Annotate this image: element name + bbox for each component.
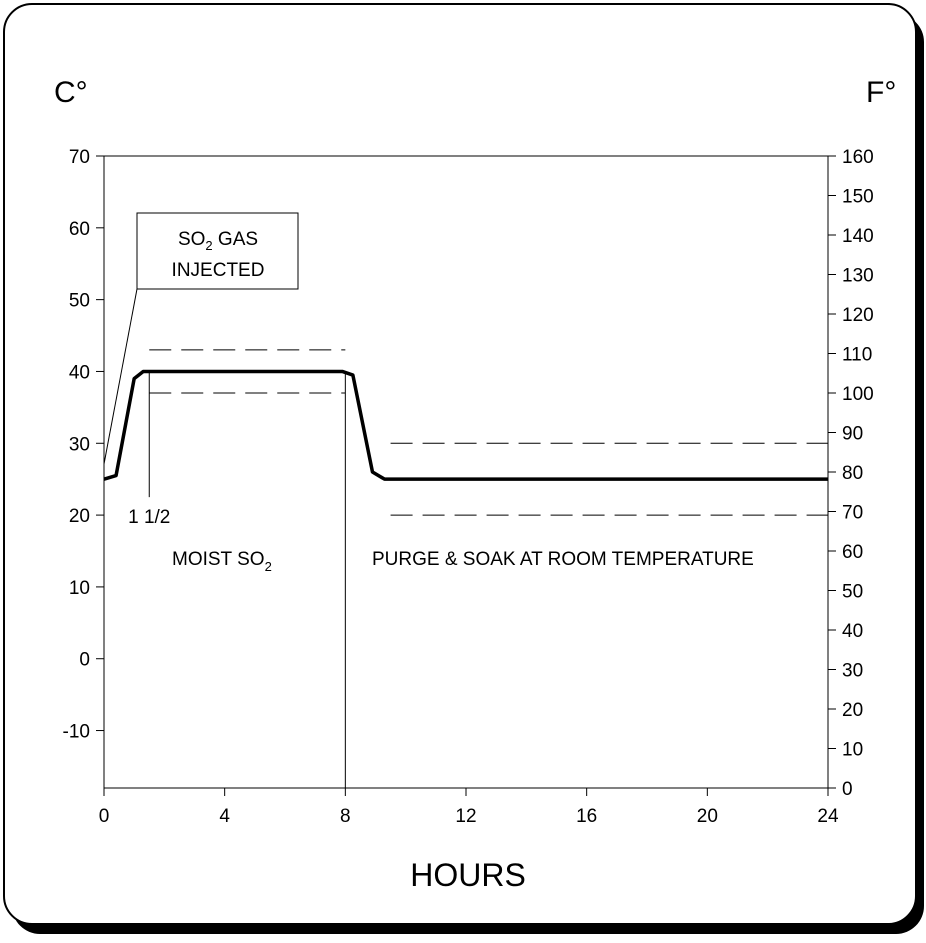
left-tick-label: 40 xyxy=(69,362,90,383)
left-tick-label: 30 xyxy=(69,434,90,455)
right-tick-label: 40 xyxy=(842,621,863,642)
gas-callout-leader xyxy=(103,288,138,465)
left-tick-label: 10 xyxy=(69,578,90,599)
x-tick-label: 12 xyxy=(455,806,476,827)
gas-so: SO xyxy=(178,229,205,250)
x-tick-label: 16 xyxy=(576,806,597,827)
right-tick-label: 150 xyxy=(842,187,874,208)
left-tick-label: 70 xyxy=(69,147,90,168)
purge-phase-label: PURGE & SOAK AT ROOM TEMPERATURE xyxy=(372,549,754,570)
x-tick-label: 20 xyxy=(697,806,718,827)
left-tick-label: 50 xyxy=(69,291,90,312)
left-tick-label: 0 xyxy=(79,650,90,671)
left-axis-ticks: 70 60 50 40 30 20 10 0 -10 xyxy=(63,147,104,743)
x-tick-label: 8 xyxy=(340,806,351,827)
x-tick-label: 0 xyxy=(99,806,110,827)
right-tick-label: 0 xyxy=(842,779,853,800)
right-tick-label: 120 xyxy=(842,305,874,326)
moist-text: MOIST SO xyxy=(172,549,265,570)
right-tick-label: 10 xyxy=(842,740,863,761)
right-tick-label: 70 xyxy=(842,503,863,524)
time-marker-label: 1 1/2 xyxy=(128,507,170,528)
moist-subscript: 2 xyxy=(265,559,272,574)
left-tick-label: 20 xyxy=(69,506,90,527)
gas-injected-line2: INJECTED xyxy=(172,260,265,281)
gas-injected-callout: SO2 GAS INJECTED xyxy=(136,212,299,290)
right-unit-label: F° xyxy=(866,76,896,109)
right-tick-label: 130 xyxy=(842,266,874,287)
right-tick-label: 30 xyxy=(842,661,863,682)
card xyxy=(3,3,917,925)
right-tick-label: 110 xyxy=(842,345,872,366)
right-tick-label: 80 xyxy=(842,463,863,484)
left-unit-label: C° xyxy=(54,76,88,109)
right-tick-label: 20 xyxy=(842,700,863,721)
right-tick-label: 160 xyxy=(842,147,874,168)
moist-phase-label: MOIST SO2 xyxy=(172,549,272,574)
tolerance-bands xyxy=(149,349,828,516)
x-tick-label: 24 xyxy=(817,806,839,827)
right-tick-label: 90 xyxy=(842,424,863,445)
left-tick-label: -10 xyxy=(63,722,90,743)
right-tick-label: 100 xyxy=(842,384,874,405)
temperature-profile-line xyxy=(103,369,828,481)
right-tick-label: 50 xyxy=(842,582,863,603)
time-markers: 1 1/2 xyxy=(128,371,346,788)
gas-word: GAS xyxy=(213,229,258,250)
gas-subscript: 2 xyxy=(205,238,212,253)
gas-injected-box xyxy=(136,212,299,290)
x-axis-title: HOURS xyxy=(410,857,526,893)
right-tick-label: 140 xyxy=(842,226,874,247)
x-axis-ticks: 0 4 8 12 16 20 24 xyxy=(99,788,839,827)
gas-injected-line1: SO2 GAS xyxy=(178,229,258,253)
left-tick-label: 60 xyxy=(69,219,90,240)
x-tick-label: 4 xyxy=(219,806,230,827)
right-tick-label: 60 xyxy=(842,542,863,563)
